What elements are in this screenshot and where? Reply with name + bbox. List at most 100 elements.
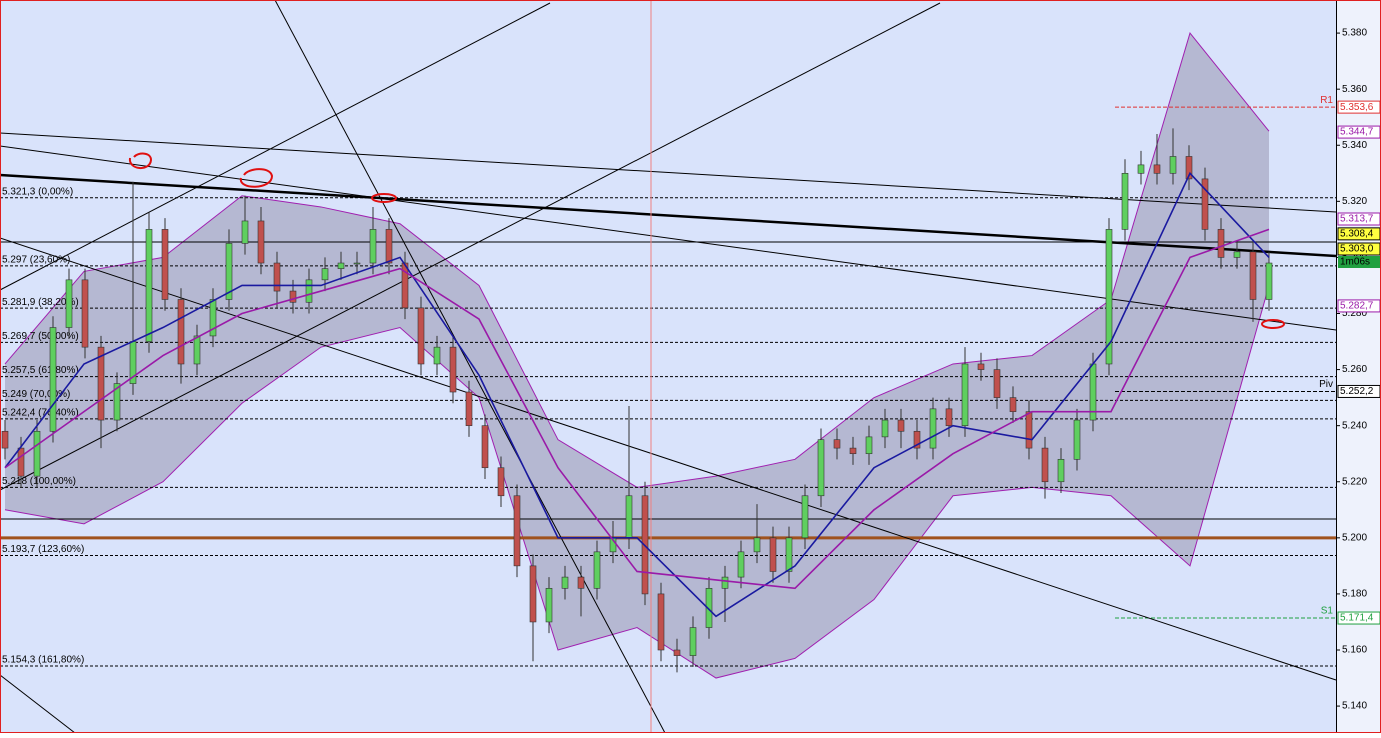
fib-label: 5.269,7 (50,00%) [2, 331, 79, 342]
candle-body [721, 576, 729, 589]
trend-line [0, 2, 551, 291]
candle-body [961, 363, 969, 426]
candle-body [545, 588, 553, 623]
candle-body [385, 229, 393, 264]
candle-body [1169, 156, 1177, 174]
candle-body [209, 299, 217, 337]
y-tick-label: 5.160 [1342, 645, 1367, 656]
candle-body [337, 262, 345, 269]
candle-body [401, 262, 409, 309]
moving-average [4, 171, 1270, 618]
candle-body [769, 537, 777, 572]
candle-body [257, 220, 265, 264]
y-tick-label: 5.200 [1342, 532, 1367, 543]
trend-line [274, 0, 666, 734]
candle-body [561, 576, 569, 589]
candle-body [737, 551, 745, 578]
candle-body [497, 467, 505, 497]
price-label: 5.344,7 [1340, 127, 1374, 138]
y-tick-label: 5.320 [1342, 196, 1367, 207]
y-tick-label: 5.260 [1342, 364, 1367, 375]
band-lower [4, 285, 1270, 679]
candle-body [273, 262, 281, 292]
candle-body [417, 307, 425, 365]
candle-body [1057, 459, 1065, 483]
candle-body [753, 537, 761, 553]
candle-body [449, 346, 457, 393]
y-tick-label: 5.240 [1342, 420, 1367, 431]
candle-body [897, 419, 905, 432]
candle-body [1041, 447, 1049, 483]
fib-label: 5.154,3 (161,80%) [2, 655, 84, 666]
axis-background [1336, 0, 1381, 733]
candle-body [513, 495, 521, 567]
candle-body [369, 229, 377, 264]
candle-body [17, 447, 25, 477]
candle-body [881, 419, 889, 438]
candle-body [993, 369, 1001, 398]
candle-body [1233, 251, 1241, 258]
annotations [128, 152, 1285, 329]
candle-body [1265, 262, 1273, 300]
candle-body [1217, 229, 1225, 258]
candle-body [225, 243, 233, 300]
annotation-circle [128, 152, 153, 169]
candle-body [689, 627, 697, 656]
candle-body [1249, 251, 1257, 300]
pivot-value: 5.353,6 [1340, 102, 1374, 113]
trend-line [0, 674, 76, 734]
candle-body [977, 363, 985, 370]
moving-average [4, 228, 1270, 590]
candle-body [625, 495, 633, 539]
annotation-circle [1261, 319, 1285, 329]
candle-body [465, 391, 473, 426]
candle-body [1121, 172, 1129, 230]
candle-body [193, 335, 201, 365]
fib-label: 5.257,5 (61,80%) [2, 365, 79, 376]
fib-label: 5.281,9 (38,20%) [2, 297, 79, 308]
y-tick-label: 5.380 [1342, 28, 1367, 39]
candle-body [353, 262, 361, 265]
candle-body [913, 430, 921, 449]
pivot-value: 5.171,4 [1340, 613, 1374, 624]
candle-body [305, 279, 313, 303]
candle-body [1185, 156, 1193, 180]
band-area [5, 33, 1269, 679]
candle-body [177, 299, 185, 365]
annotation-circle [239, 168, 274, 188]
timer-label: 1m06s [1340, 257, 1370, 268]
candle-body [113, 383, 121, 421]
candle-body [865, 436, 873, 455]
candle-body [529, 565, 537, 623]
candle-body [673, 649, 681, 656]
y-tick-label: 5.280 [1342, 308, 1367, 319]
annotation-circle [371, 193, 397, 203]
fib-label: 5.218 (100,00%) [2, 476, 76, 487]
pivot-name: R1 [1320, 95, 1333, 106]
y-tick-label: 5.360 [1342, 84, 1367, 95]
candle-body [33, 430, 41, 477]
pivot-name: Piv [1319, 379, 1333, 390]
candle-body [1073, 419, 1081, 460]
candle-body [1137, 164, 1145, 174]
price-label: 5.313,7 [1340, 214, 1374, 225]
candle-body [1105, 229, 1113, 365]
candle-body [657, 593, 665, 651]
candle-body [817, 439, 825, 497]
price-label: 5.282,7 [1340, 301, 1374, 312]
fib-label: 5.249 (70,00%) [2, 389, 70, 400]
candle-body [1201, 178, 1209, 230]
price-label: 5.308,4 [1340, 229, 1374, 240]
candle-body [49, 327, 57, 432]
candle-body [321, 268, 329, 281]
candle-body [81, 279, 89, 348]
fib-label: 5.297 (23,60%) [2, 254, 70, 265]
candle-body [161, 229, 169, 300]
y-tick-label: 5.140 [1342, 701, 1367, 712]
trend-line [0, 237, 1337, 681]
candle-body [593, 551, 601, 589]
candle-body [705, 588, 713, 628]
candle-body [241, 220, 249, 244]
candle-body [833, 439, 841, 449]
